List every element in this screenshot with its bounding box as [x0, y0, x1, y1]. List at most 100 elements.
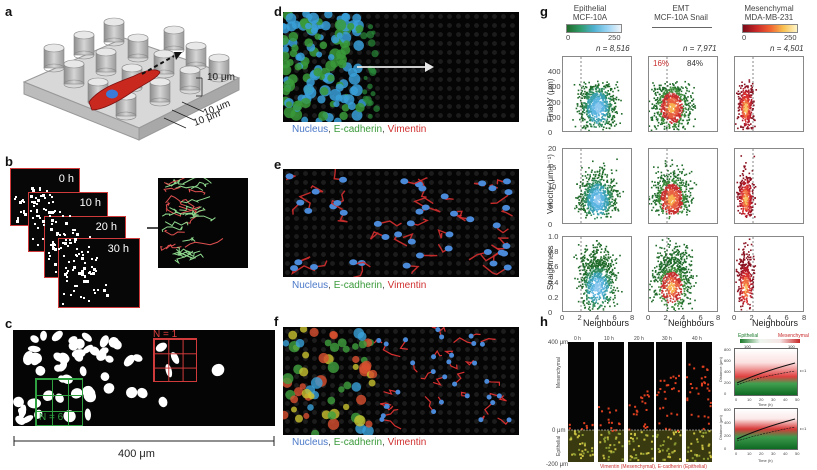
- density-point: [600, 270, 603, 273]
- density-point: [663, 192, 666, 195]
- nucleus-speck: [75, 248, 78, 251]
- density-point: [592, 189, 594, 192]
- density-point: [694, 118, 696, 120]
- density-point: [681, 201, 683, 204]
- density-point: [597, 280, 600, 282]
- density-point: [609, 203, 611, 205]
- density-point: [681, 293, 683, 296]
- nucleus-speck: [92, 271, 96, 275]
- density-point: [580, 201, 583, 203]
- density-point: [660, 270, 663, 272]
- segmented-nucleus: [30, 335, 39, 343]
- emt-nucleus: [472, 360, 478, 366]
- density-point: [657, 272, 660, 274]
- density-point: [680, 277, 683, 279]
- density-point: [604, 256, 607, 259]
- density-point: [593, 185, 596, 188]
- density-point: [589, 108, 592, 110]
- density-point: [591, 183, 594, 186]
- density-point: [610, 180, 613, 183]
- g-ytick: 0: [548, 128, 553, 137]
- density-point: [674, 277, 677, 280]
- density-point: [671, 107, 673, 109]
- density-point: [587, 110, 589, 112]
- density-point: [656, 280, 659, 283]
- density-point: [679, 260, 682, 263]
- density-point: [602, 266, 605, 269]
- density-point: [607, 191, 610, 194]
- density-point: [600, 265, 602, 267]
- mesenchymal-migration-image: [283, 169, 519, 277]
- density-point: [654, 278, 657, 281]
- density-point: [597, 111, 599, 114]
- density-point: [672, 256, 674, 259]
- density-point: [664, 109, 666, 112]
- density-point: [681, 114, 683, 117]
- density-point: [581, 90, 584, 92]
- density-point: [683, 100, 686, 102]
- density-point: [688, 282, 691, 284]
- density-point: [681, 164, 684, 167]
- density-point: [666, 85, 669, 87]
- density-point: [602, 113, 604, 115]
- density-point: [671, 284, 674, 287]
- density-point: [665, 290, 667, 292]
- density-point: [604, 277, 607, 280]
- density-point: [683, 290, 686, 292]
- nucleus-speck: [45, 190, 48, 193]
- density-point: [675, 190, 678, 193]
- density-point: [606, 212, 608, 215]
- density-point: [677, 258, 680, 261]
- density-point: [586, 113, 588, 116]
- density-point: [586, 96, 589, 98]
- density-point: [573, 83, 576, 86]
- density-point: [602, 262, 605, 264]
- density-point: [600, 288, 603, 291]
- emt-cell: [283, 340, 290, 347]
- density-point: [675, 262, 677, 264]
- nucleus-speck: [23, 200, 26, 203]
- density-point: [670, 114, 673, 116]
- density-point: [593, 101, 596, 104]
- density-point: [602, 128, 604, 131]
- density-point: [674, 101, 676, 104]
- density-point: [610, 169, 613, 171]
- density-point: [667, 201, 670, 204]
- density-point: [605, 245, 608, 248]
- density-point: [692, 197, 695, 200]
- cell-track: [161, 226, 183, 233]
- density-point: [677, 102, 679, 105]
- density-point: [681, 103, 683, 106]
- density-point: [575, 107, 578, 110]
- density-point: [590, 191, 593, 194]
- density-point: [608, 275, 610, 277]
- density-point: [600, 211, 603, 214]
- density-point: [668, 184, 671, 186]
- density-point: [581, 287, 583, 289]
- density-point: [672, 212, 675, 215]
- density-point: [676, 99, 679, 101]
- density-point: [678, 115, 681, 117]
- nucleus-speck: [50, 243, 53, 246]
- density-point: [599, 243, 602, 246]
- cell-track: [180, 198, 201, 211]
- nucleus-speck: [75, 234, 78, 237]
- density-point: [669, 116, 671, 119]
- density-point: [676, 113, 679, 115]
- density-point: [616, 112, 619, 115]
- density-point: [587, 289, 589, 292]
- density-point: [619, 254, 621, 257]
- density-point: [680, 86, 683, 88]
- segmented-nucleus: [132, 354, 143, 362]
- epithelial-cell: [316, 51, 323, 58]
- density-point: [593, 209, 596, 211]
- density-point: [606, 201, 608, 204]
- density-point: [672, 171, 675, 174]
- density-point: [578, 112, 581, 115]
- density-point: [610, 188, 613, 190]
- density-point: [664, 93, 666, 96]
- density-point: [664, 184, 667, 186]
- density-point: [663, 284, 665, 287]
- density-point: [668, 217, 671, 220]
- density-point: [582, 200, 585, 202]
